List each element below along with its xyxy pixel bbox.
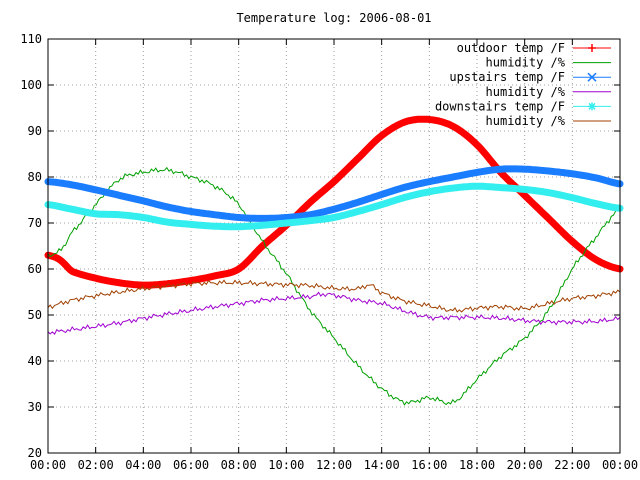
y-tick-label: 90 <box>28 124 42 138</box>
plot-frame <box>47 38 621 454</box>
legend-label: outdoor temp /F <box>457 41 565 55</box>
x-tick-label: 10:00 <box>268 458 304 472</box>
series-3 <box>47 291 621 335</box>
series-band <box>44 182 624 231</box>
x-tick-label: 00:00 <box>30 458 66 472</box>
y-tick-label: 70 <box>28 216 42 230</box>
x-tick-label: 00:00 <box>602 458 638 472</box>
y-tick-label: 50 <box>28 308 42 322</box>
legend-marker-cross <box>587 72 597 82</box>
x-tick-label: 22:00 <box>554 458 590 472</box>
series-1 <box>47 166 621 406</box>
x-tick-label: 20:00 <box>507 458 543 472</box>
legend-label: humidity /% <box>486 114 566 128</box>
axis-ticks: 20 30 40 50 60 70 80 90 100 110 00:00 02:00 04:00 06:… <box>20 32 638 472</box>
series-line <box>47 291 621 335</box>
series-band <box>44 115 624 289</box>
legend-label: downstairs temp /F <box>435 99 565 113</box>
legend-label: upstairs temp /F <box>449 70 565 84</box>
chart-title: Temperature log: 2006-08-01 <box>236 11 431 25</box>
series-2 <box>44 165 624 222</box>
data-series <box>44 115 624 406</box>
grid-lines <box>48 39 620 453</box>
y-tick-label: 60 <box>28 262 42 276</box>
x-tick-label: 06:00 <box>173 458 209 472</box>
series-4 <box>44 182 624 231</box>
series-band <box>44 165 624 222</box>
y-tick-label: 80 <box>28 170 42 184</box>
y-tick-label: 40 <box>28 354 42 368</box>
y-tick-label: 20 <box>28 446 42 460</box>
y-tick-label: 110 <box>20 32 42 46</box>
series-0 <box>44 115 624 289</box>
x-tick-label: 18:00 <box>459 458 495 472</box>
series-line <box>47 166 621 406</box>
legend-marker-star <box>588 102 596 110</box>
y-tick-label: 100 <box>20 78 42 92</box>
x-tick-label: 12:00 <box>316 458 352 472</box>
y-tick-label: 30 <box>28 400 42 414</box>
legend-label: humidity /% <box>486 56 566 70</box>
x-tick-label: 02:00 <box>78 458 114 472</box>
x-tick-label: 08:00 <box>221 458 257 472</box>
legend-label: humidity /% <box>486 85 566 99</box>
x-tick-label: 14:00 <box>364 458 400 472</box>
x-tick-label: 16:00 <box>411 458 447 472</box>
series-line <box>47 279 621 313</box>
x-tick-label: 04:00 <box>125 458 161 472</box>
series-5 <box>47 279 621 313</box>
